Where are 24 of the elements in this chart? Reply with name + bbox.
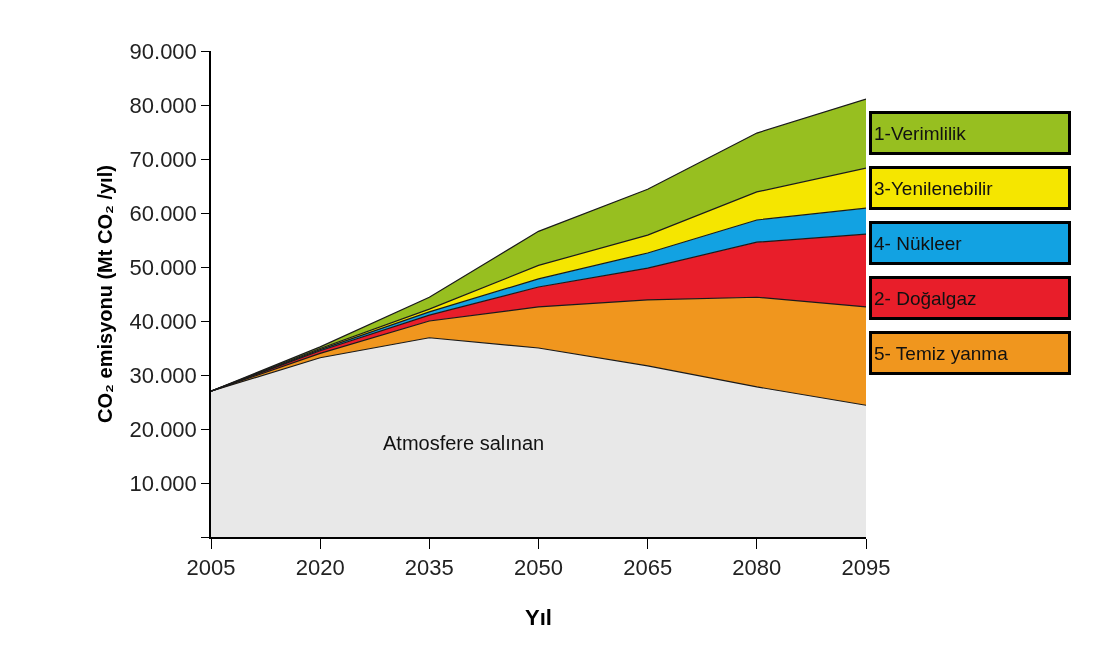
y-tick-label: 80.000 [129, 92, 197, 118]
series-label: 4- Nükleer [874, 232, 963, 254]
series-label: 2- Doğalgaz [874, 287, 977, 309]
y-tick-label: 40.000 [129, 308, 197, 334]
x-tick-label: 2020 [295, 555, 345, 581]
x-tick-label: 2095 [841, 555, 891, 581]
y-tick-label: 30.000 [129, 362, 197, 388]
y-axis-title: CO₂ emisyonu (Mt CO₂ /yıl) [93, 165, 116, 423]
y-tick-label: 50.000 [129, 254, 197, 280]
y-tick-label: 20.000 [129, 416, 197, 442]
series-label: Atmosfere salınan [383, 432, 545, 454]
series-label: 1-Verimlilik [874, 122, 967, 144]
x-tick-label: 2065 [623, 555, 673, 581]
x-tick-label: 2080 [732, 555, 782, 581]
y-tick-label: 90.000 [129, 38, 197, 64]
y-tick-label: 10.000 [129, 470, 197, 496]
x-tick-label: 2035 [404, 555, 454, 581]
x-tick-label: 2050 [514, 555, 563, 581]
y-tick-label: 60.000 [129, 200, 197, 226]
y-tick-label: 70.000 [129, 146, 197, 172]
x-tick-label: 2005 [186, 555, 236, 581]
x-axis-title: Yıl [525, 604, 552, 630]
series-label: 3-Yenilenebilir [874, 177, 994, 199]
series-label: 5- Temiz yanma [874, 342, 1009, 364]
